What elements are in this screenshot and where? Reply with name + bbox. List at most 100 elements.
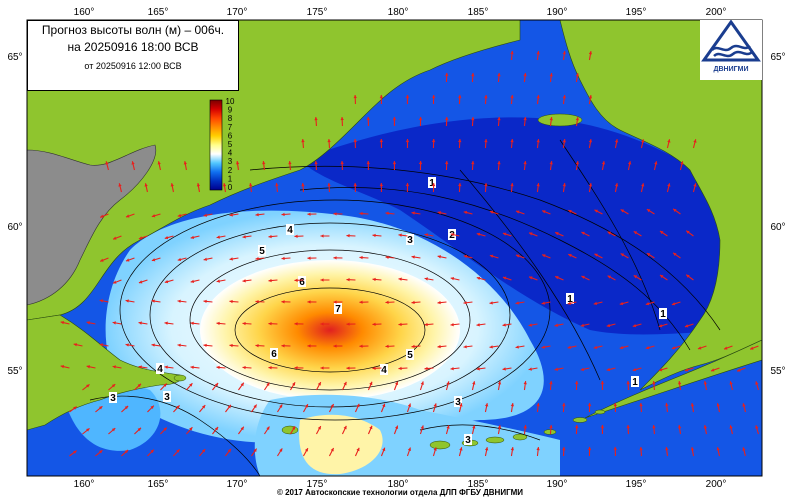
contour-label-bg bbox=[631, 376, 639, 387]
wave-arrow-head bbox=[450, 277, 455, 281]
wave-arrow-head bbox=[684, 324, 689, 328]
wave-arrow-head bbox=[118, 183, 122, 187]
wave-arrow-head bbox=[510, 95, 514, 99]
wave-arrow-head bbox=[307, 256, 311, 260]
wave-arrow-head bbox=[484, 447, 489, 451]
wave-arrow-head bbox=[632, 323, 637, 328]
wave-arrow-head bbox=[502, 232, 507, 236]
wave-arrow-head bbox=[575, 381, 579, 385]
wave-arrow-head bbox=[697, 346, 702, 350]
longitude-label-top: 175° bbox=[307, 7, 328, 18]
contour-label-layer: 1 2 3 4 5 6 7 6 5 4 3 4 3 3 3 1 1 1 bbox=[109, 177, 667, 446]
wave-arrow-head bbox=[646, 253, 651, 257]
wave-arrow-head bbox=[497, 117, 501, 121]
land-grey-west bbox=[27, 144, 157, 306]
wave-arrow-head bbox=[575, 73, 580, 77]
wave-arrow-head bbox=[242, 365, 246, 370]
wave-arrow-head bbox=[385, 300, 389, 305]
wave-arrow-head bbox=[346, 366, 350, 370]
wave-arrow-head bbox=[203, 213, 207, 217]
wave-arrow-head bbox=[601, 161, 606, 165]
wave-arrow-head bbox=[549, 381, 553, 385]
latitude-label-left: 65° bbox=[7, 52, 22, 63]
wave-arrow-head bbox=[671, 346, 676, 350]
wave-arrow-head bbox=[658, 324, 663, 328]
wave-arrow-head bbox=[690, 403, 695, 407]
wave-arrow-head bbox=[484, 139, 488, 143]
legend-value: 1 bbox=[228, 174, 233, 183]
wave-arrow-head bbox=[157, 161, 161, 165]
wave-arrow-head bbox=[588, 139, 593, 143]
wave-arrow-head bbox=[639, 447, 643, 451]
wave-arrow-head bbox=[164, 235, 169, 240]
wave-arrow-head bbox=[60, 365, 65, 369]
wave-arrow-head bbox=[497, 161, 501, 165]
wave-arrow-head bbox=[216, 279, 220, 283]
contour-label-bg bbox=[270, 348, 278, 359]
land-kamchatka bbox=[27, 314, 182, 431]
wave-arrow-head bbox=[235, 161, 240, 165]
aleutian-islands bbox=[173, 374, 606, 450]
wave-arrow-head bbox=[620, 209, 625, 213]
wave-arrow-head bbox=[510, 139, 514, 143]
wave-arrow-head bbox=[588, 183, 593, 187]
wave-arrow-head bbox=[366, 117, 370, 121]
wave-arrow-head bbox=[673, 252, 677, 256]
contour-label: 7 bbox=[335, 304, 341, 315]
wave-arrow-head bbox=[437, 344, 441, 349]
wave-arrow-head bbox=[626, 425, 630, 429]
wave-arrow-head bbox=[750, 346, 754, 350]
wave-arrow-head bbox=[523, 117, 527, 121]
map-border bbox=[26, 19, 763, 477]
contour-label: 4 bbox=[157, 364, 163, 375]
wave-arrow-head bbox=[567, 345, 572, 349]
wave-arrow-head bbox=[703, 381, 708, 385]
wave-arrow-head bbox=[450, 323, 454, 327]
wave-arrow-head bbox=[327, 183, 331, 187]
wave-arrow-head bbox=[463, 254, 468, 259]
wave-arrow-head bbox=[314, 117, 318, 121]
wave-arrow-head bbox=[124, 449, 129, 454]
wave-arrow-head bbox=[729, 381, 733, 385]
wave-arrow-head bbox=[536, 447, 540, 451]
contour-label-bg bbox=[659, 308, 667, 319]
wave-arrow-head bbox=[201, 449, 206, 453]
wave-arrow-head bbox=[405, 183, 410, 187]
wave-arrow-head bbox=[446, 425, 450, 429]
latitude-label-right: 60° bbox=[770, 222, 785, 233]
wave-arrow-head bbox=[580, 323, 585, 327]
wave-arrow-head bbox=[398, 277, 402, 281]
wave-arrow-head bbox=[716, 403, 720, 407]
wave-arrow-head bbox=[659, 231, 664, 235]
contour-label: 6 bbox=[271, 349, 277, 360]
contour-label-bg bbox=[109, 392, 117, 403]
legend-value: 2 bbox=[228, 166, 233, 175]
legend-value: 10 bbox=[226, 97, 235, 106]
wave-arrow-head bbox=[459, 447, 463, 451]
wave-arrow-head bbox=[594, 253, 598, 257]
wave-arrow-head bbox=[587, 447, 592, 451]
wave-arrow-head bbox=[489, 254, 494, 258]
wave-arrow-head bbox=[392, 161, 397, 165]
wave-arrow-head bbox=[568, 210, 572, 214]
wave-arrow-head bbox=[641, 139, 645, 143]
wave-arrow-head bbox=[262, 161, 266, 165]
contour-label-bg bbox=[406, 349, 414, 360]
wave-arrow-head bbox=[502, 323, 506, 327]
forecast-valid-time: на 20250916 18:00 ВСВ bbox=[67, 40, 199, 54]
wave-arrow-head bbox=[379, 183, 384, 187]
wave-arrow-head bbox=[138, 365, 142, 369]
wave-arrow-head bbox=[268, 234, 272, 239]
wave-arrow-head bbox=[366, 161, 370, 165]
wave-arrow-head bbox=[411, 255, 415, 259]
wave-arrow-head bbox=[150, 449, 154, 454]
wave-arrow-head bbox=[394, 425, 399, 430]
wave-arrow-head bbox=[549, 425, 553, 429]
wave-arrow-head bbox=[737, 368, 741, 372]
copyright-text: © 2017 Автоскопские технологии отдела ДЛ… bbox=[276, 488, 524, 497]
wave-arrow-head bbox=[652, 425, 656, 429]
wave-arrow-head bbox=[201, 405, 206, 409]
wave-arrow-head bbox=[227, 404, 231, 409]
wave-arrow-head bbox=[459, 403, 463, 407]
